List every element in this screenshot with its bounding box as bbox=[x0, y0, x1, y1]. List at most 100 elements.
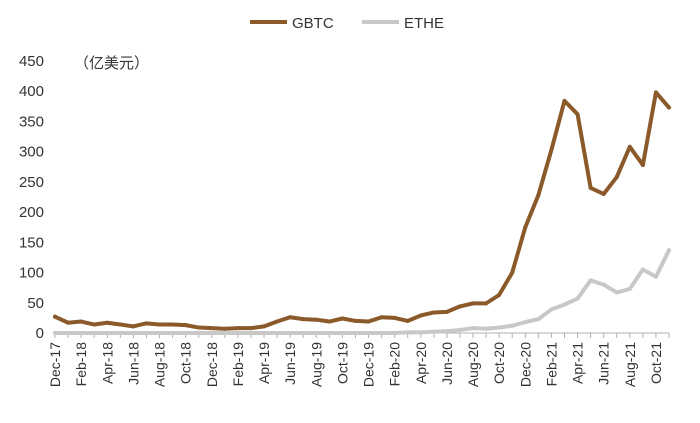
data-point-gbtc-jun-21 bbox=[601, 191, 606, 196]
data-point-ethe-nov-20 bbox=[510, 323, 515, 328]
x-axis: Dec-17 Feb-18 Apr-18 Jun-18 Aug-18 Oct-18 Dec-… bbox=[47, 333, 670, 387]
data-point-gbtc-aug-19 bbox=[314, 317, 319, 322]
data-point-gbtc-nov-20 bbox=[510, 270, 515, 275]
data-point-gbtc-jun-20 bbox=[444, 309, 449, 314]
data-point-gbtc-sep-18 bbox=[170, 322, 175, 327]
data-point-ethe-oct-20 bbox=[497, 325, 502, 330]
data-point-gbtc-jun-19 bbox=[288, 315, 293, 320]
data-point-gbtc-jan-20 bbox=[379, 315, 384, 320]
data-point-gbtc-mar-21 bbox=[562, 98, 567, 103]
data-point-ethe-mar-19 bbox=[248, 331, 253, 335]
data-point-gbtc-sep-21 bbox=[640, 162, 645, 167]
data-point-gbtc-jul-21 bbox=[614, 175, 619, 180]
data-point-gbtc-apr-18 bbox=[105, 320, 110, 325]
data-point-ethe-jul-21 bbox=[614, 290, 619, 295]
x-tick-label-oct-19: Oct-19 bbox=[334, 342, 350, 384]
data-point-ethe-may-19 bbox=[275, 331, 280, 335]
x-tick-label-aug-21: Aug-21 bbox=[622, 342, 638, 387]
x-tick-label-feb-19: Feb-19 bbox=[230, 342, 246, 387]
data-point-ethe-sep-19 bbox=[327, 331, 332, 335]
data-point-gbtc-dec-18 bbox=[209, 326, 214, 331]
data-point-ethe-nov-19 bbox=[353, 331, 358, 335]
data-point-ethe-jul-19 bbox=[301, 331, 306, 335]
y-tick-label-200: 200 bbox=[19, 204, 44, 221]
data-point-ethe-aug-19 bbox=[314, 331, 319, 335]
data-point-gbtc-jan-18 bbox=[66, 320, 71, 325]
data-point-gbtc-dec-19 bbox=[366, 319, 371, 324]
data-point-ethe-apr-20 bbox=[418, 330, 423, 335]
data-point-gbtc-aug-18 bbox=[157, 322, 162, 327]
legend-label-gbtc: GBTC bbox=[292, 15, 334, 32]
data-point-ethe-jun-18 bbox=[131, 331, 136, 335]
y-tick-label-150: 150 bbox=[19, 234, 44, 251]
data-point-gbtc-mar-20 bbox=[405, 318, 410, 323]
data-point-ethe-jul-18 bbox=[144, 331, 149, 335]
legend: GBTC ETHE bbox=[250, 15, 444, 32]
data-point-ethe-dec-17 bbox=[53, 331, 57, 335]
data-point-gbtc-may-20 bbox=[431, 310, 436, 315]
data-point-gbtc-may-18 bbox=[118, 322, 123, 327]
data-point-gbtc-sep-19 bbox=[327, 319, 332, 324]
data-point-gbtc-apr-20 bbox=[418, 313, 423, 318]
data-point-ethe-apr-21 bbox=[575, 296, 580, 301]
y-tick-label-0: 0 bbox=[36, 325, 44, 342]
x-tick-label-jun-18: Jun-18 bbox=[125, 342, 141, 385]
y-tick-label-50: 50 bbox=[27, 295, 44, 312]
data-point-ethe-may-21 bbox=[588, 278, 593, 283]
data-point-gbtc-dec-20 bbox=[523, 225, 528, 230]
data-point-ethe-jan-19 bbox=[222, 331, 227, 335]
data-point-gbtc-oct-19 bbox=[340, 316, 345, 321]
data-point-ethe-nov-18 bbox=[196, 331, 201, 335]
data-point-ethe-sep-21 bbox=[640, 267, 645, 272]
data-point-ethe-oct-18 bbox=[183, 331, 188, 335]
data-point-ethe-mar-20 bbox=[405, 330, 410, 335]
data-point-ethe-feb-18 bbox=[79, 331, 84, 335]
data-point-ethe-nov-21 bbox=[667, 248, 671, 253]
data-point-gbtc-jan-21 bbox=[536, 193, 541, 198]
data-point-gbtc-aug-21 bbox=[627, 144, 632, 149]
data-point-gbtc-oct-20 bbox=[497, 292, 502, 297]
y-tick-label-400: 400 bbox=[19, 83, 44, 100]
data-point-ethe-jun-19 bbox=[288, 331, 293, 335]
data-point-ethe-may-20 bbox=[431, 329, 436, 334]
data-point-ethe-jan-18 bbox=[66, 331, 71, 335]
data-point-gbtc-nov-19 bbox=[353, 318, 358, 323]
data-point-ethe-jun-20 bbox=[444, 329, 449, 334]
x-tick-label-dec-18: Dec-18 bbox=[204, 342, 220, 387]
x-tick-label-jun-21: Jun-21 bbox=[596, 342, 612, 385]
data-point-ethe-aug-20 bbox=[471, 326, 476, 331]
data-point-ethe-aug-18 bbox=[157, 331, 162, 335]
x-tick-label-dec-17: Dec-17 bbox=[47, 342, 63, 387]
data-point-gbtc-jul-18 bbox=[144, 321, 149, 326]
data-point-gbtc-jul-19 bbox=[301, 317, 306, 322]
data-point-gbtc-feb-19 bbox=[235, 326, 240, 331]
x-tick-label-apr-20: Apr-20 bbox=[413, 342, 429, 384]
data-point-gbtc-dec-17 bbox=[53, 314, 57, 319]
data-point-ethe-mar-21 bbox=[562, 302, 567, 307]
x-tick-label-oct-18: Oct-18 bbox=[178, 342, 194, 384]
data-point-ethe-dec-18 bbox=[209, 331, 214, 335]
x-tick-label-jun-19: Jun-19 bbox=[282, 342, 298, 385]
x-tick-label-oct-20: Oct-20 bbox=[491, 342, 507, 384]
y-axis-unit-label: （亿美元） bbox=[74, 55, 149, 72]
series-layer bbox=[53, 90, 671, 335]
data-point-ethe-jul-20 bbox=[457, 327, 462, 332]
x-tick-label-aug-19: Aug-19 bbox=[308, 342, 324, 387]
y-tick-label-250: 250 bbox=[19, 174, 44, 191]
data-point-gbtc-mar-18 bbox=[92, 322, 97, 327]
data-point-ethe-sep-18 bbox=[170, 331, 175, 335]
data-point-gbtc-sep-20 bbox=[484, 301, 489, 306]
x-tick-label-jun-20: Jun-20 bbox=[439, 342, 455, 385]
data-point-gbtc-nov-18 bbox=[196, 325, 201, 330]
data-point-gbtc-aug-20 bbox=[471, 301, 476, 306]
y-tick-label-450: 450 bbox=[19, 53, 44, 70]
data-point-gbtc-apr-19 bbox=[262, 324, 267, 329]
data-point-ethe-jun-21 bbox=[601, 282, 606, 287]
y-axis: 0 50 100 150 200 250 300 350 400 450 bbox=[19, 53, 44, 342]
data-point-ethe-feb-20 bbox=[392, 331, 397, 335]
y-tick-label-350: 350 bbox=[19, 113, 44, 130]
data-point-ethe-apr-18 bbox=[105, 331, 110, 335]
data-point-ethe-dec-19 bbox=[366, 331, 371, 335]
x-tick-label-feb-20: Feb-20 bbox=[387, 342, 403, 387]
